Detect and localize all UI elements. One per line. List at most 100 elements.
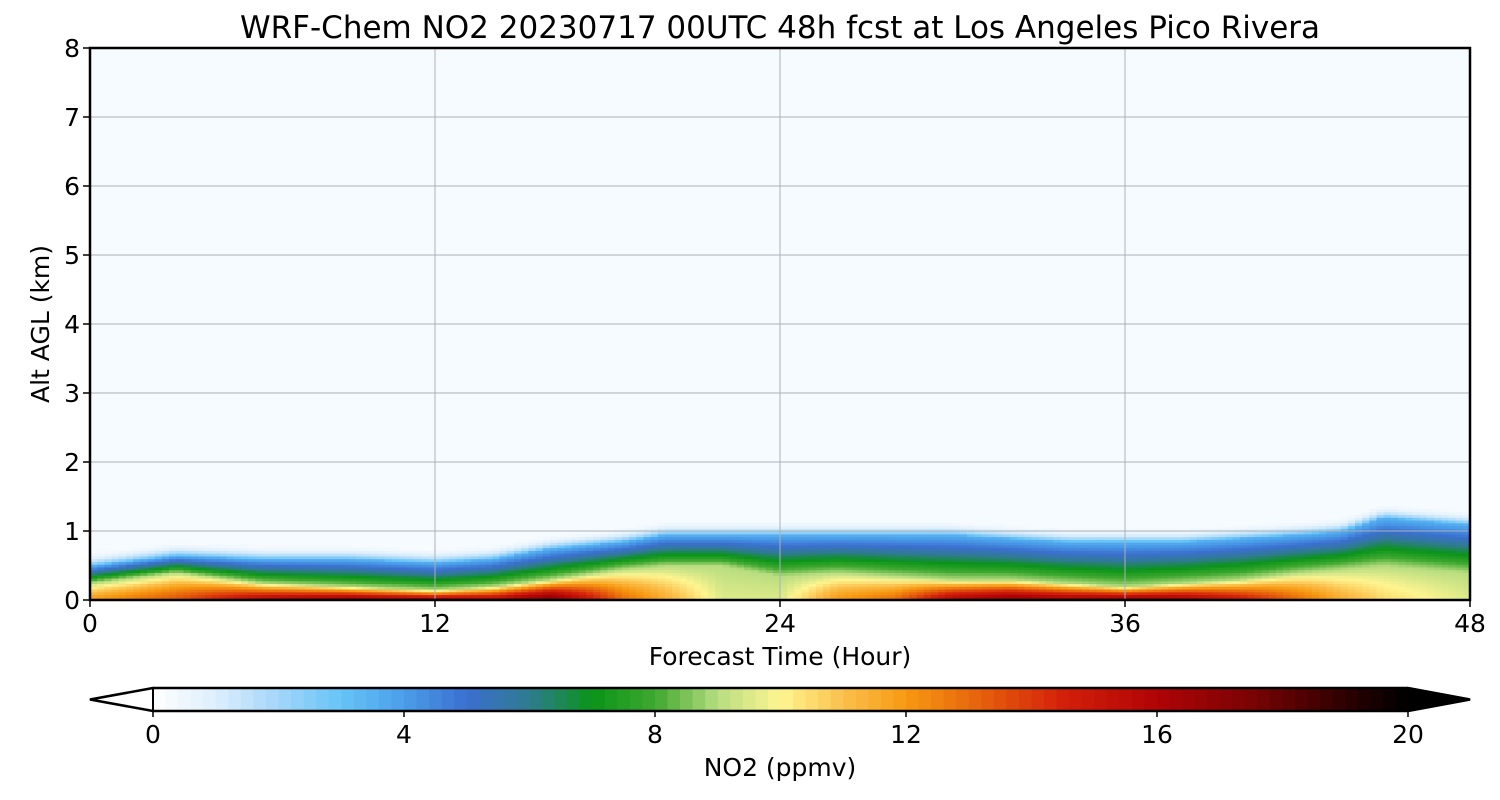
heatmap-cell — [140, 580, 149, 585]
heatmap-cell — [859, 558, 867, 562]
heatmap-cell — [1074, 547, 1083, 551]
heatmap-cell — [830, 577, 839, 582]
heatmap-cell — [887, 575, 896, 579]
heatmap-cell — [442, 586, 450, 590]
heatmap-cell — [190, 561, 199, 565]
heatmap-cell — [298, 547, 307, 551]
heatmap-cell — [600, 591, 609, 596]
heatmap-cell — [700, 525, 709, 529]
heatmap-cell — [938, 544, 946, 549]
heatmap-cell — [1261, 547, 1270, 551]
heatmap-cell — [1462, 583, 1470, 587]
heatmap-cell — [334, 591, 343, 596]
heatmap-cell — [650, 580, 659, 585]
heatmap-cell — [1390, 531, 1399, 535]
heatmap-cell — [355, 550, 364, 554]
heatmap-cell — [341, 564, 350, 568]
heatmap-cell — [772, 547, 781, 551]
heatmap-cell — [1175, 597, 1184, 600]
heatmap-cell — [1117, 569, 1126, 573]
heatmap-cell — [772, 564, 781, 568]
heatmap-cell — [176, 544, 185, 549]
heatmap-cell — [427, 558, 436, 562]
heatmap-cell — [636, 572, 645, 576]
heatmap-cell — [1419, 580, 1428, 585]
heatmap-cell — [880, 586, 889, 590]
heatmap-cell — [1412, 528, 1421, 532]
heatmap-cell — [320, 555, 328, 560]
heatmap-cell — [1455, 580, 1464, 585]
heatmap-cell — [1038, 536, 1047, 540]
heatmap-cell — [521, 564, 530, 568]
heatmap-cell — [1024, 575, 1033, 579]
heatmap-cell — [693, 533, 702, 538]
heatmap-cell — [1455, 550, 1464, 554]
heatmap-cell — [995, 547, 1004, 551]
heatmap-cell — [729, 569, 738, 573]
heatmap-cell — [355, 553, 364, 557]
heatmap-cell — [1304, 597, 1313, 600]
heatmap-cell — [686, 539, 695, 543]
heatmap-cell — [1139, 558, 1148, 562]
heatmap-cell — [1333, 580, 1342, 585]
heatmap-cell — [1376, 588, 1385, 593]
heatmap-cell — [118, 555, 127, 560]
heatmap-cell — [1268, 544, 1277, 549]
heatmap-cell — [1002, 564, 1011, 568]
heatmap-cell — [262, 544, 271, 549]
heatmap-cell — [851, 583, 860, 587]
heatmap-cell — [427, 569, 436, 573]
heatmap-cell — [1434, 588, 1442, 593]
heatmap-cell — [420, 547, 429, 551]
colorbar-swatch — [228, 688, 242, 711]
heatmap-cell — [1189, 588, 1198, 593]
heatmap-cell — [765, 536, 774, 540]
heatmap-cell — [614, 553, 623, 557]
heatmap-cell — [276, 575, 285, 579]
heatmap-cell — [1232, 539, 1241, 543]
heatmap-cell — [1390, 539, 1399, 543]
heatmap-cell — [1340, 580, 1349, 585]
heatmap-cell — [1153, 594, 1162, 598]
heatmap-cell — [1060, 536, 1069, 540]
colorbar-swatch — [943, 688, 957, 711]
heatmap-cell — [1275, 542, 1284, 546]
heatmap-cell — [1168, 575, 1176, 579]
heatmap-cell — [1060, 588, 1069, 593]
heatmap-cell — [859, 591, 867, 596]
heatmap-cell — [1038, 566, 1047, 571]
heatmap-cell — [578, 566, 587, 571]
heatmap-cell — [478, 575, 486, 579]
heatmap-cell — [1355, 539, 1363, 543]
heatmap-cell — [1031, 597, 1040, 600]
heatmap-cell — [1089, 580, 1097, 585]
heatmap-cell — [399, 572, 407, 576]
heatmap-cell — [212, 580, 220, 585]
heatmap-cell — [269, 547, 278, 551]
heatmap-cell — [355, 566, 364, 571]
heatmap-cell — [90, 588, 98, 593]
heatmap-cell — [693, 553, 702, 557]
heatmap-cell — [1290, 531, 1299, 535]
heatmap-cell — [1103, 561, 1112, 565]
heatmap-cell — [291, 544, 300, 549]
heatmap-cell — [111, 594, 120, 598]
heatmap-cell — [1010, 555, 1018, 560]
heatmap-cell — [104, 561, 113, 565]
colorbar-swatch — [1157, 688, 1171, 711]
heatmap-cell — [118, 594, 127, 598]
heatmap-cell — [866, 553, 875, 557]
heatmap-cell — [1139, 544, 1148, 549]
heatmap-cell — [1283, 597, 1291, 600]
heatmap-cell — [542, 547, 551, 551]
heatmap-cell — [794, 553, 803, 557]
heatmap-cell — [190, 586, 199, 590]
heatmap-cell — [1355, 522, 1363, 527]
heatmap-cell — [327, 572, 335, 576]
heatmap-cell — [758, 577, 767, 582]
heatmap-cell — [873, 533, 882, 538]
heatmap-cell — [492, 569, 501, 573]
heatmap-cell — [399, 580, 407, 585]
heatmap-cell — [1225, 525, 1234, 529]
heatmap-cell — [1441, 531, 1450, 535]
